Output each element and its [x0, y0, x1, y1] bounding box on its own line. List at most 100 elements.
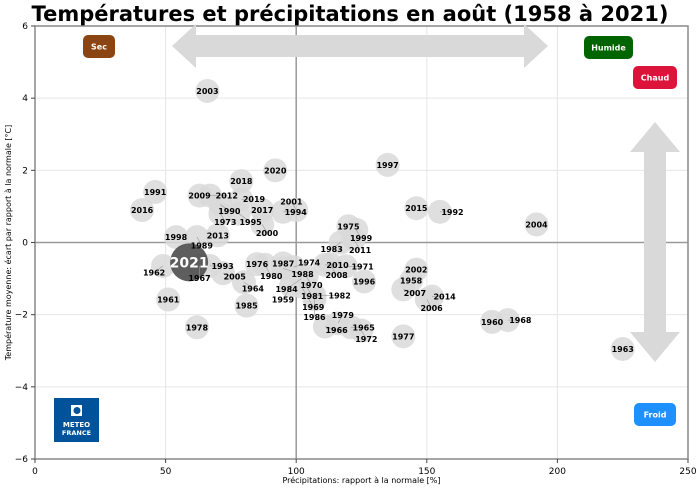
- leader-line: [403, 289, 416, 294]
- x-axis-label: Précipitations: rapport à la normale [%]: [282, 475, 440, 485]
- data-label: 1967: [188, 274, 210, 283]
- leader-line: [220, 204, 230, 212]
- data-label: 1975: [337, 222, 360, 231]
- leader-line: [220, 213, 226, 223]
- data-label: 1973: [214, 218, 236, 227]
- data-label: 1978: [186, 323, 209, 332]
- data-label: 1995: [239, 218, 262, 227]
- data-label: 2001: [280, 198, 303, 207]
- data-label: 1976: [246, 260, 269, 269]
- data-label: 1981: [301, 292, 324, 301]
- annotation-froid: Froid: [644, 411, 667, 420]
- data-label: 2007: [404, 289, 426, 298]
- leader-line: [291, 201, 297, 211]
- data-point: [234, 293, 259, 318]
- data-label: 1962: [143, 268, 165, 277]
- data-label: 1959: [272, 296, 295, 305]
- data-label: 1990: [218, 207, 241, 216]
- data-label: 1998: [165, 233, 188, 242]
- leader-line: [261, 224, 268, 233]
- y-tick-label: 6: [22, 22, 28, 32]
- arrow-vertical: [630, 122, 680, 362]
- leader-line: [293, 262, 310, 268]
- data-label: 1984: [275, 285, 298, 294]
- leader-line: [301, 286, 314, 307]
- data-label: 2017: [251, 206, 273, 215]
- leader-line: [222, 272, 235, 277]
- data-label: 2015: [405, 204, 428, 213]
- data-point: [375, 152, 400, 177]
- leader-line: [306, 276, 312, 286]
- data-label: 2002: [405, 266, 427, 275]
- leader-lines: [153, 195, 521, 340]
- data-point: [229, 169, 254, 194]
- data-label: 1969: [302, 303, 325, 312]
- data-point: [184, 315, 209, 340]
- chart-title: Températures et précipitations en août (…: [31, 2, 669, 26]
- data-label: 1970: [300, 281, 323, 290]
- data-label: 1983: [321, 245, 343, 254]
- leader-line: [356, 229, 362, 239]
- data-point-highlight: [170, 243, 209, 282]
- leader-line: [286, 278, 302, 290]
- data-label: 1974: [298, 258, 321, 267]
- leader-line: [361, 330, 367, 340]
- y-tick-label: −2: [15, 311, 28, 321]
- data-label: 1971: [351, 262, 374, 271]
- data-label: 1992: [441, 208, 463, 217]
- y-tick-label: 4: [22, 94, 28, 104]
- data-label: 2020: [264, 166, 287, 175]
- annotation-chaud-box: [633, 66, 677, 89]
- data-label: 1994: [285, 208, 308, 217]
- leader-line: [353, 238, 361, 251]
- data-label-highlight: 2021: [170, 255, 209, 271]
- leader-line: [337, 314, 344, 324]
- data-label: 1977: [392, 332, 414, 341]
- y-axis-label: Température moyenne: écart par rapport à…: [3, 125, 13, 362]
- x-tick-label: 100: [288, 467, 305, 477]
- leader-line: [153, 265, 164, 273]
- data-point: [205, 223, 230, 248]
- data-label: 1997: [376, 161, 398, 170]
- data-label: 1961: [157, 296, 180, 305]
- data-label: 1968: [509, 316, 532, 325]
- annotation-humide-box: [584, 36, 633, 59]
- logo-emblem-mark: [73, 407, 81, 414]
- data-label: 2003: [196, 87, 218, 96]
- data-label: 1979: [332, 311, 355, 320]
- leader-line: [426, 299, 432, 308]
- y-tick-label: −4: [15, 383, 29, 393]
- data-label: 1987: [272, 259, 294, 268]
- leader-line: [303, 282, 313, 297]
- x-tick-label: 200: [549, 467, 566, 477]
- leader-line: [196, 236, 203, 246]
- data-label: 2006: [420, 304, 443, 313]
- data-label: 1972: [355, 335, 377, 344]
- annotation-sec: Sec: [91, 43, 107, 52]
- y-tick-label: −6: [15, 455, 29, 465]
- leader-line: [264, 264, 272, 277]
- data-label: 2018: [230, 177, 253, 186]
- data-point: [263, 158, 288, 183]
- leader-line: [238, 213, 251, 223]
- data-label: 2005: [224, 273, 247, 282]
- data-label: 2010: [326, 261, 349, 270]
- data-label: 1993: [211, 262, 233, 271]
- data-label: 1966: [325, 326, 348, 335]
- leader-line: [243, 281, 254, 289]
- data-label: 1989: [191, 241, 214, 250]
- data-point: [610, 336, 635, 361]
- annotation-chaud: Chaud: [641, 74, 670, 83]
- data-label: 1996: [353, 277, 376, 286]
- data-label: 1999: [350, 234, 373, 243]
- annotation-sec-box: [83, 35, 115, 58]
- data-label: 1963: [612, 345, 634, 354]
- leader-line: [324, 326, 337, 331]
- data-label: 1988: [291, 270, 314, 279]
- data-label: 2000: [256, 229, 279, 238]
- data-label: 1964: [242, 285, 265, 294]
- leader-line: [282, 285, 292, 300]
- data-label: 1958: [400, 276, 423, 285]
